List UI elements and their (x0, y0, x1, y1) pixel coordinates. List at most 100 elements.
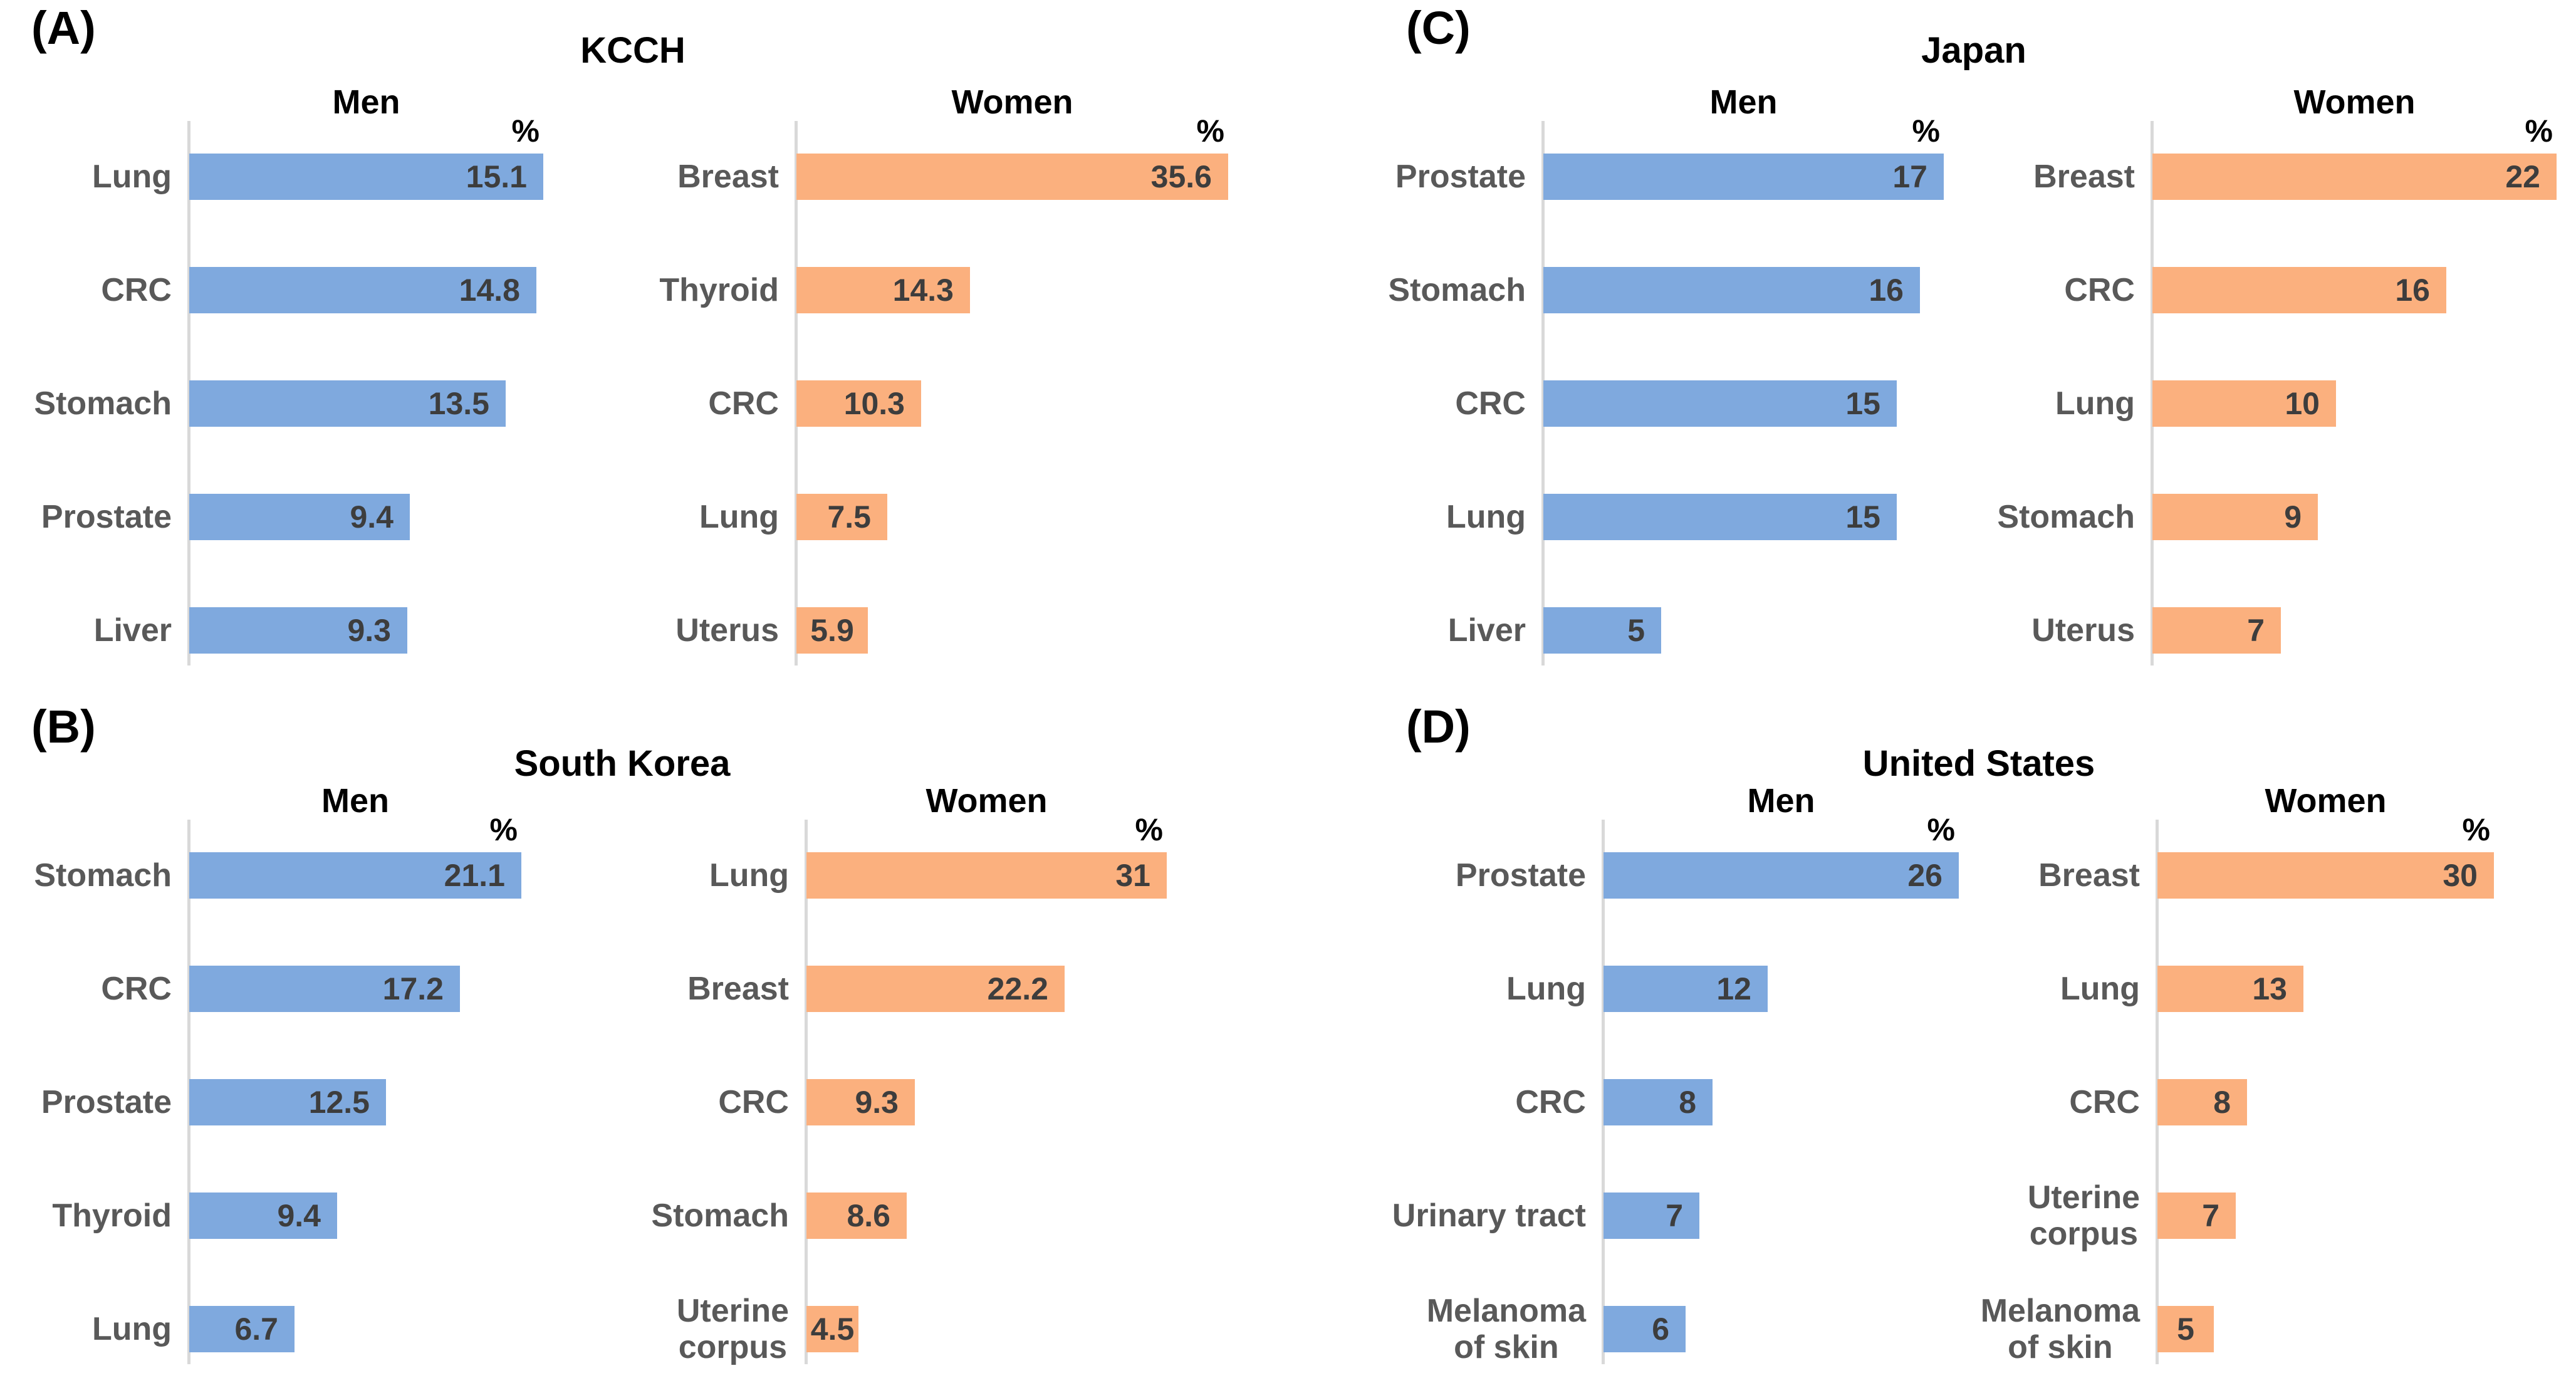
y-axis-line (1541, 121, 1545, 665)
bar-value: 15 (1845, 499, 1880, 535)
category-label-line: Melanoma (1980, 1292, 2140, 1329)
category-label-line: corpus (678, 1329, 788, 1365)
bar (2157, 966, 2303, 1012)
panel-title: United States (1862, 743, 2095, 784)
category-label: Urinary tract (1392, 1198, 1586, 1234)
bar (796, 380, 921, 427)
category-label: Uterine corpus (2028, 1179, 2140, 1252)
category-label: Stomach (1997, 499, 2135, 535)
category-label: CRC (2069, 1084, 2140, 1120)
category-label-line: Breast (2033, 158, 2135, 195)
category-label: Prostate (41, 1084, 172, 1120)
bar-value: 7 (2202, 1198, 2219, 1233)
bar (189, 966, 460, 1012)
bar-value: 35.6 (1150, 159, 1212, 194)
bar-value: 8 (1679, 1085, 1696, 1120)
panel-title: Japan (1921, 30, 2026, 71)
category-label: CRC (101, 272, 172, 308)
bar-value: 7 (1666, 1198, 1683, 1233)
percent-axis-label: % (2462, 812, 2490, 847)
category-label: CRC (718, 1084, 789, 1120)
category-label-line: Lung (709, 857, 789, 894)
bar-value: 15 (1845, 386, 1880, 421)
category-label-line: Lung (1446, 498, 1526, 535)
bar-value: 31 (1115, 858, 1150, 893)
bar-value: 14.3 (892, 273, 954, 308)
category-label-line: Melanoma (1426, 1292, 1586, 1329)
category-label: CRC (101, 971, 172, 1007)
bar-value: 6.7 (234, 1312, 278, 1347)
bar (806, 966, 1065, 1012)
category-label-line: Stomach (1388, 271, 1526, 308)
bar (2152, 494, 2318, 540)
category-label: CRC (2064, 272, 2135, 308)
bar (1603, 966, 1768, 1012)
category-label: Breast (677, 159, 779, 195)
y-axis-line (187, 121, 190, 665)
y-axis-line (187, 820, 190, 1364)
category-label: Lung (92, 1311, 172, 1347)
chart-group-title: Men (1747, 782, 1815, 820)
panel-letter: (D) (1406, 701, 1471, 753)
bar (1603, 852, 1959, 899)
y-axis-line (1602, 820, 1605, 1364)
bar (806, 852, 1167, 899)
bar (1543, 154, 1944, 200)
panel-letter: (A) (31, 2, 96, 54)
bar (189, 607, 407, 654)
category-label-line: Stomach (34, 385, 172, 422)
bar-value: 9.4 (350, 499, 394, 535)
category-label-line: Lung (91, 158, 172, 195)
category-label: Prostate (1395, 159, 1526, 195)
bar (806, 1306, 858, 1352)
bar-value: 10 (2285, 386, 2320, 421)
bar-value: 16 (1869, 273, 1904, 308)
bar-value: 22.2 (987, 971, 1048, 1006)
y-axis-line (2156, 820, 2159, 1364)
percent-axis-label: % (1912, 113, 1940, 149)
category-label-line: Lung (2055, 385, 2135, 422)
bar-value: 9 (2284, 499, 2302, 535)
bar-value: 14.8 (459, 273, 520, 308)
category-label-line: CRC (101, 271, 172, 308)
bar (796, 607, 868, 654)
bar (796, 154, 1228, 200)
category-label-line: CRC (1455, 385, 1526, 422)
percent-axis-label: % (2525, 113, 2553, 149)
bar (806, 1193, 907, 1239)
category-label-line: CRC (2064, 271, 2135, 308)
panel-title: South Korea (514, 743, 731, 784)
bar-value: 5 (2177, 1312, 2194, 1347)
bar-value: 4.5 (810, 1312, 855, 1347)
category-label: CRC (1515, 1084, 1586, 1120)
bar (2157, 1306, 2214, 1352)
bar-value: 5 (1627, 613, 1645, 648)
bar (189, 380, 506, 427)
category-label-line: of skin (2008, 1329, 2113, 1365)
bar-value: 13 (2252, 971, 2287, 1006)
y-axis-line (805, 820, 808, 1364)
category-label-line: Lung (2060, 970, 2140, 1007)
bar (2152, 154, 2557, 200)
bar (796, 494, 887, 540)
chart-group-title: Women (2265, 782, 2387, 820)
chart-group-title: Men (332, 83, 400, 121)
category-label-line: CRC (708, 385, 779, 422)
panel-letter: (B) (31, 701, 96, 753)
bar-value: 8.6 (847, 1198, 890, 1233)
category-label: Thyroid (52, 1198, 172, 1234)
category-label: Breast (2033, 159, 2135, 195)
category-label-line: Uterus (2031, 612, 2135, 649)
bar (189, 852, 521, 899)
category-label: Liver (1448, 612, 1526, 649)
bar (1543, 267, 1920, 313)
chart-group-title: Men (321, 782, 389, 820)
category-label: Lung (1446, 499, 1526, 535)
category-label-line: Thyroid (52, 1197, 172, 1234)
category-label-line: CRC (718, 1083, 789, 1120)
bar (189, 1079, 386, 1125)
category-label: Uterus (675, 612, 779, 649)
category-label: Stomach (34, 857, 172, 894)
percent-axis-label: % (1196, 113, 1224, 149)
bar (806, 1079, 915, 1125)
